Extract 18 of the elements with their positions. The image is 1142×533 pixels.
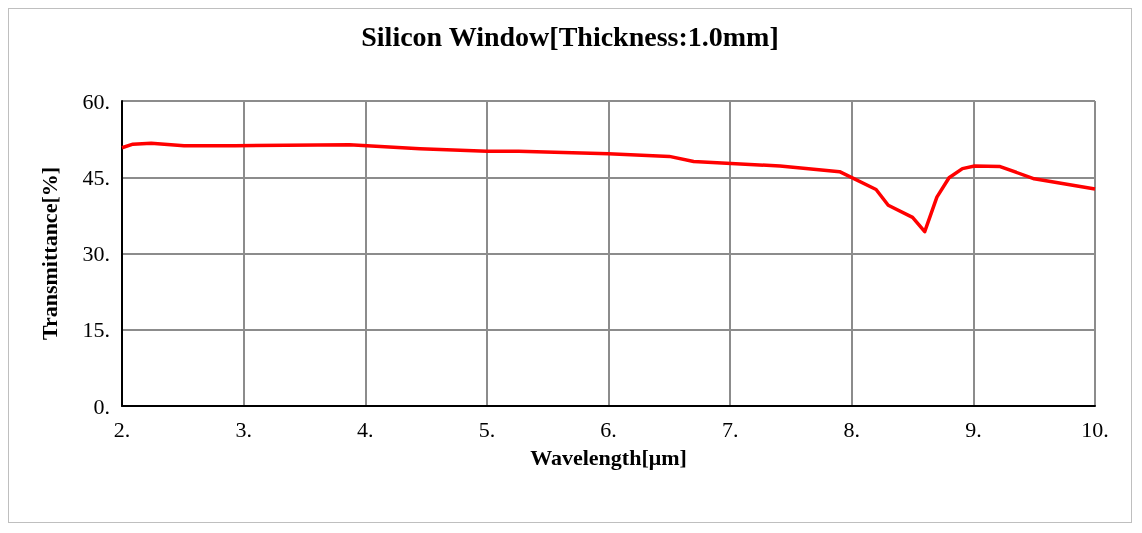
x-axis-title: Wavelength[μm]	[530, 444, 687, 470]
y-tick-label: 60.	[82, 88, 110, 114]
x-tick-label: 4.	[357, 416, 374, 442]
x-tick-label: 10.	[1081, 416, 1109, 442]
x-tick-label: 6.	[600, 416, 617, 442]
y-tick-label: 0.	[93, 393, 110, 419]
x-tick-label: 8.	[843, 416, 860, 442]
y-tick-label: 30.	[82, 241, 110, 266]
x-tick-label: 9.	[965, 416, 982, 442]
y-axis-title: Transmittance[%]	[36, 166, 62, 341]
y-tick-label: 15.	[82, 317, 110, 343]
x-tick-label: 2.	[113, 416, 131, 442]
y-tick-label: 45.	[82, 164, 110, 190]
chart-title: Silicon Window[Thickness:1.0mm]	[361, 20, 779, 52]
x-tick-label: 7.	[721, 416, 739, 442]
x-tick-label: 5.	[478, 416, 496, 442]
line-series	[120, 141, 1097, 234]
x-tick-label: 3.	[235, 416, 252, 442]
